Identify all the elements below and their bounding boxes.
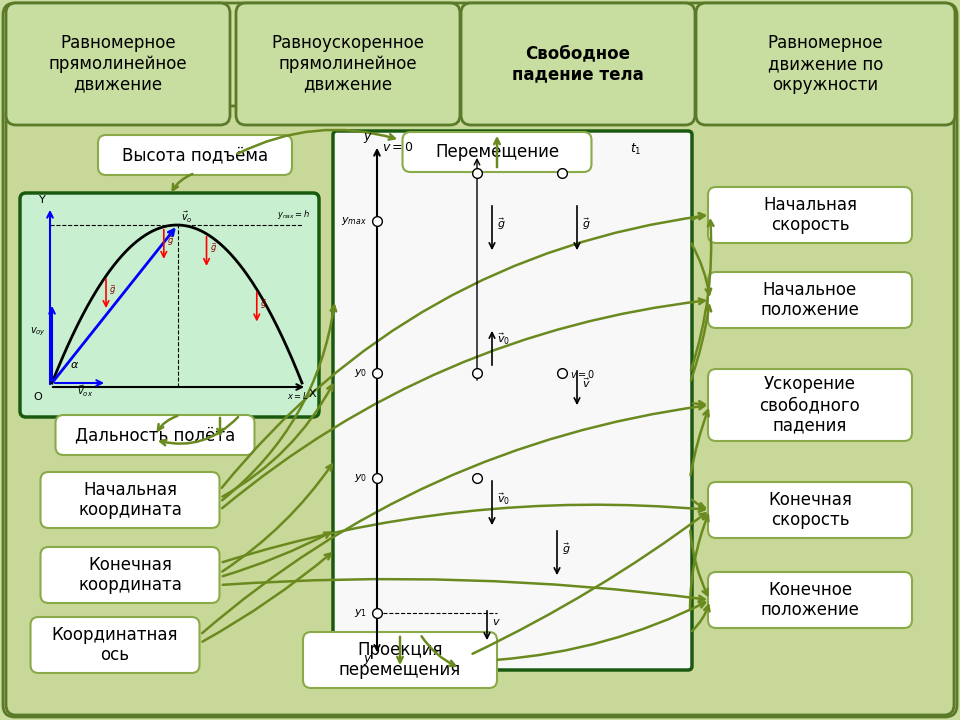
FancyBboxPatch shape — [708, 272, 912, 328]
Text: Начальное
положение: Начальное положение — [760, 281, 859, 320]
Text: $\vec{v}$: $\vec{v}$ — [582, 377, 590, 390]
Text: $\vec{g}$: $\vec{g}$ — [109, 284, 116, 297]
Text: Свободное
падение тела: Свободное падение тела — [512, 45, 644, 84]
Text: Начальная
координата: Начальная координата — [78, 481, 182, 519]
Text: Дальность полёта: Дальность полёта — [75, 426, 235, 444]
FancyBboxPatch shape — [40, 547, 220, 603]
Text: Конечная
скорость: Конечная скорость — [768, 490, 852, 529]
Text: $\vec{v}_0$: $\vec{v}_0$ — [497, 491, 510, 507]
Text: $v=0$: $v=0$ — [570, 368, 595, 380]
Text: $\vec{v}_0$: $\vec{v}_0$ — [497, 331, 510, 347]
Text: $\vec{g}$: $\vec{g}$ — [582, 216, 590, 232]
FancyBboxPatch shape — [40, 472, 220, 528]
FancyBboxPatch shape — [6, 106, 954, 715]
FancyBboxPatch shape — [333, 131, 692, 670]
Text: Начальная
скорость: Начальная скорость — [763, 196, 857, 235]
Text: $\vec{g}$: $\vec{g}$ — [260, 297, 267, 311]
Text: $y_0$: $y_0$ — [354, 472, 367, 484]
FancyBboxPatch shape — [303, 632, 497, 688]
Text: $v = 0$: $v = 0$ — [382, 141, 414, 154]
FancyBboxPatch shape — [3, 3, 957, 717]
Text: Высота подъёма: Высота подъёма — [122, 146, 268, 164]
FancyBboxPatch shape — [6, 3, 230, 125]
Text: $v_{oy}$: $v_{oy}$ — [30, 325, 46, 338]
FancyBboxPatch shape — [708, 572, 912, 628]
Text: Равномерное
движение по
окружности: Равномерное движение по окружности — [768, 35, 883, 94]
Text: $v$: $v$ — [492, 617, 501, 627]
Text: Конечное
положение: Конечное положение — [760, 580, 859, 619]
FancyBboxPatch shape — [708, 482, 912, 538]
Text: $t_1$: $t_1$ — [630, 142, 641, 157]
Text: $\vec{g}$: $\vec{g}$ — [562, 541, 570, 557]
Text: Y: Y — [39, 195, 46, 205]
Text: y: y — [364, 652, 371, 665]
Text: Равноускоренное
прямолинейное
движение: Равноускоренное прямолинейное движение — [272, 35, 424, 94]
FancyBboxPatch shape — [461, 3, 695, 125]
Text: $y_{пах}=h$: $y_{пах}=h$ — [277, 208, 310, 221]
FancyBboxPatch shape — [708, 369, 912, 441]
Text: Равномерное
прямолинейное
движение: Равномерное прямолинейное движение — [49, 35, 187, 94]
Text: $y_{max}$: $y_{max}$ — [341, 215, 367, 227]
Text: $y_1$: $y_1$ — [354, 607, 367, 619]
FancyBboxPatch shape — [56, 415, 254, 455]
Text: $\vec{g}$: $\vec{g}$ — [167, 235, 174, 248]
Text: Конечная
координата: Конечная координата — [78, 556, 182, 595]
FancyBboxPatch shape — [98, 135, 292, 175]
Text: Проекция
перемещения: Проекция перемещения — [339, 641, 461, 680]
Text: Перемещение: Перемещение — [435, 143, 559, 161]
Text: $x=L$: $x=L$ — [287, 390, 308, 401]
Text: O: O — [34, 392, 42, 402]
FancyBboxPatch shape — [696, 3, 955, 125]
Text: $\alpha$: $\alpha$ — [70, 360, 79, 370]
FancyBboxPatch shape — [708, 187, 912, 243]
Text: $y_0$: $y_0$ — [354, 367, 367, 379]
Text: Координатная
ось: Координатная ось — [52, 626, 179, 665]
FancyBboxPatch shape — [402, 132, 591, 172]
Text: Ускорение
свободного
падения: Ускорение свободного падения — [759, 375, 860, 435]
Text: $\vec{v}_{ox}$: $\vec{v}_{ox}$ — [77, 384, 93, 399]
Text: $\vec{g}$: $\vec{g}$ — [497, 216, 506, 232]
FancyBboxPatch shape — [20, 193, 319, 417]
FancyBboxPatch shape — [31, 617, 200, 673]
FancyBboxPatch shape — [236, 3, 460, 125]
Text: X: X — [309, 389, 317, 399]
Text: y: y — [364, 130, 371, 143]
Text: $\vec{g}$: $\vec{g}$ — [209, 241, 217, 256]
Text: $\vec{v}_o$: $\vec{v}_o$ — [180, 210, 192, 225]
